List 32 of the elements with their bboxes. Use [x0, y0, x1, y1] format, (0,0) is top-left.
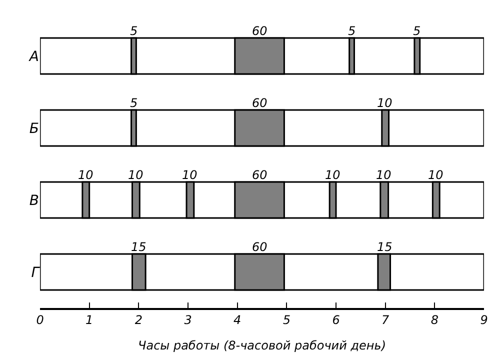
annotation: 10 — [182, 168, 198, 182]
x-tick-label: 7 — [382, 313, 390, 328]
x-tick-label: 2 — [134, 313, 142, 328]
annotation: 10 — [128, 168, 144, 182]
x-tick-label: 5 — [282, 313, 290, 328]
y-tick-label: Г — [31, 264, 40, 281]
annotation: 10 — [376, 168, 392, 182]
y-tick-label: Б — [29, 120, 39, 137]
annotation: 10 — [428, 168, 444, 182]
annotation: 10 — [78, 168, 94, 182]
annotation: 60 — [252, 168, 268, 182]
annotation: 60 — [252, 96, 268, 110]
annotation: 5 — [413, 24, 421, 38]
annotation: 60 — [252, 240, 268, 254]
x-tick-label: 6 — [332, 313, 340, 328]
y-tick-label: В — [29, 192, 39, 209]
annotation: 10 — [325, 168, 341, 182]
x-tick-label: 0 — [36, 313, 44, 328]
x-tick-label: 1 — [86, 313, 94, 328]
x-tick-label: 8 — [430, 313, 439, 328]
y-tick-label: А — [28, 48, 39, 65]
annotation: 10 — [377, 96, 393, 110]
annotation: 60 — [252, 24, 268, 38]
annotation: 15 — [131, 240, 146, 254]
x-tick-label: 3 — [184, 313, 192, 328]
annotation: 15 — [377, 240, 392, 254]
annotation: 5 — [130, 24, 138, 38]
x-tick-label: 4 — [234, 313, 242, 328]
x-axis-title: Часы работы (8-часовой рабочий день) — [138, 338, 386, 353]
x-tick-label: 9 — [480, 313, 488, 328]
annotation: 5 — [130, 96, 138, 110]
annotation: 5 — [348, 24, 356, 38]
